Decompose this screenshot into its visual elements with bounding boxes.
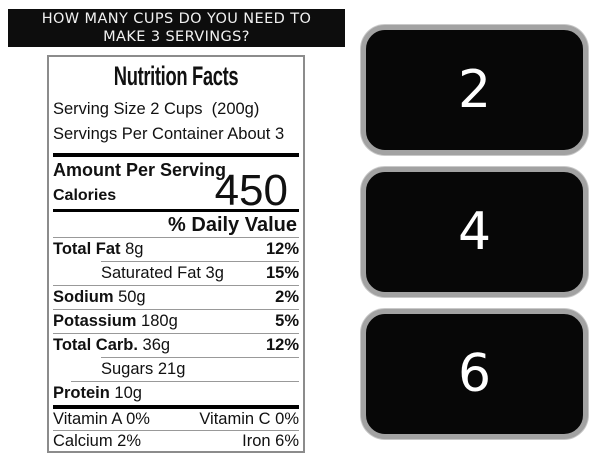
calories-value: 450 [214,165,288,215]
divider-thin [101,261,299,262]
nutrition-facts-title: Nutrition Facts [113,61,239,91]
answer-label: 2 [457,60,492,120]
nutrient-row-protein: Protein 10g [53,382,299,405]
calcium-value: Calcium 2% [53,432,142,450]
question-text-line1: HOW MANY CUPS DO YOU NEED TO [41,11,312,27]
iron-value: Iron 6% [242,432,299,450]
nutrient-name: Sodium [53,288,114,306]
vitamin-c-value: Vitamin C 0% [199,410,299,428]
nutrient-name: Protein [53,384,110,402]
vitamin-a-value: Vitamin A 0% [53,410,150,428]
nutrient-amount: 10g [109,384,142,402]
answer-button-1[interactable]: 2 [361,25,588,155]
divider-thin [53,333,299,334]
question-text-line2: MAKE 3 SERVINGS? [103,29,250,45]
calories-block: Amount Per Serving Calories 450 [53,157,299,215]
divider-thin [53,430,299,431]
nutrition-label: Nutrition Facts Serving Size 2 Cups (200… [47,55,305,453]
divider-thin [71,381,299,382]
answer-button-3[interactable]: 6 [361,309,588,439]
nutrient-percent: 12% [265,336,299,354]
nutrient-percent: 15% [265,264,299,282]
vitamin-row-2: Calcium 2% Iron 6% [53,431,299,451]
divider-thick [53,405,299,409]
answer-button-2[interactable]: 4 [361,167,588,297]
divider-thick [53,153,299,157]
question-banner: HOW MANY CUPS DO YOU NEED TO MAKE 3 SERV… [8,9,345,47]
divider-thin [53,285,299,286]
nutrient-amount: 8g [120,240,144,258]
answer-label: 6 [457,344,492,404]
nutrient-amount: Saturated Fat 3g [101,264,224,282]
answer-label: 4 [457,202,492,262]
answers-column: 2 4 6 [361,25,588,439]
nutrient-name: Total Fat [53,240,121,258]
nutrient-amount: 36g [137,336,171,354]
nutrient-row-saturated-fat: Saturated Fat 3g 15% [53,262,299,285]
divider-thin [101,357,299,358]
divider-medium [53,209,299,212]
amount-per-serving-label: Amount Per Serving [53,160,227,180]
nutrient-percent: 2% [275,288,299,306]
nutrient-percent: 5% [275,312,299,330]
nutrient-row-total-carb: Total Carb. 36g 12% [53,334,299,357]
nutrient-amount: 180g [136,312,178,330]
daily-value-header: % Daily Value [53,212,299,238]
serving-size-line: Serving Size 2 Cups (200g) [53,100,260,118]
nutrient-amount: 50g [113,288,146,306]
nutrient-name: Potassium [53,312,137,330]
calories-label: Calories [53,187,117,204]
vitamin-row-1: Vitamin A 0% Vitamin C 0% [53,409,299,430]
nutrient-row-total-fat: Total Fat 8g 12% [53,238,299,261]
servings-per-container-line: Servings Per Container About 3 [53,125,285,143]
nutrient-name: Total Carb. [53,336,138,354]
nutrient-row-sugars: Sugars 21g [53,358,299,381]
nutrient-percent: 12% [265,240,299,258]
divider-thin [53,309,299,310]
nutrient-row-sodium: Sodium 50g 2% [53,286,299,309]
nutrient-amount: Sugars 21g [101,360,186,378]
nutrient-row-potassium: Potassium 180g 5% [53,310,299,333]
